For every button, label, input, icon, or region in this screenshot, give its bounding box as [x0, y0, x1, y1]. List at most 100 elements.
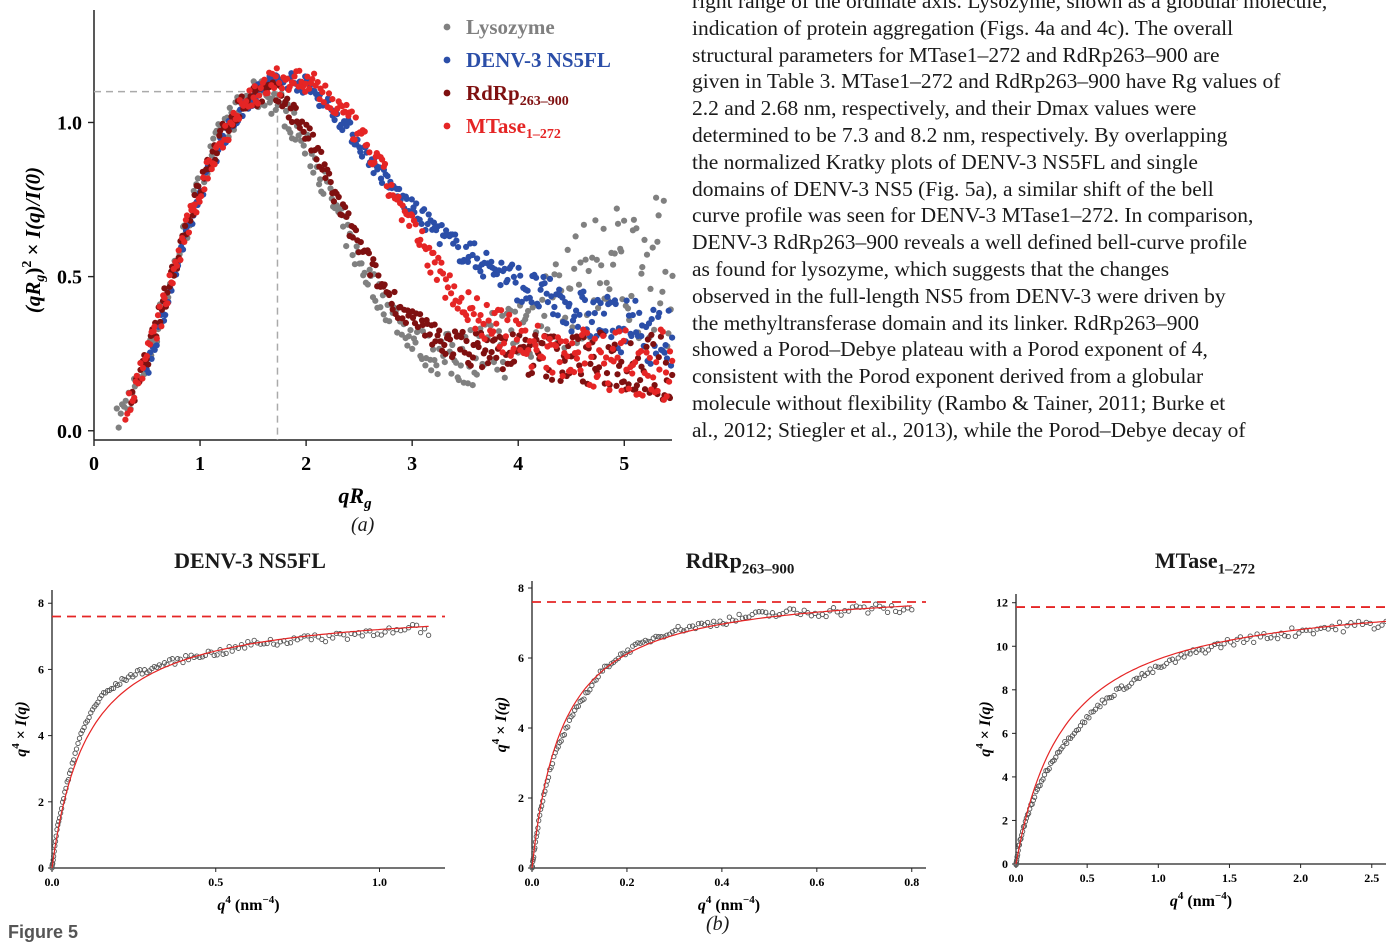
porod-point	[174, 656, 181, 662]
y-tick-label: 10	[996, 639, 1008, 653]
porod-point	[337, 631, 343, 637]
kratky-point	[522, 327, 529, 334]
porod-point	[229, 648, 235, 654]
kratky-point	[644, 372, 652, 379]
x-tick-label: 3	[407, 453, 417, 475]
kratky-point	[464, 258, 471, 265]
x-tick-label: 0.5	[1080, 871, 1095, 885]
kratky-point	[427, 269, 434, 276]
kratky-point	[313, 156, 320, 163]
kratky-point	[648, 331, 655, 338]
porod-point	[417, 629, 424, 636]
y-axis-label: q4 × I(q)	[974, 701, 994, 757]
porod-point	[749, 611, 755, 618]
kratky-point	[386, 318, 393, 325]
porod-point	[1034, 786, 1040, 792]
kratky-legend: Lysozyme DENV-3 NS5FL RdRp263–900 MTase1–27…	[443, 15, 611, 142]
kratky-point	[457, 362, 464, 369]
kratky-point	[463, 243, 470, 250]
porod-point	[1111, 692, 1117, 699]
kratky-point	[248, 102, 255, 109]
porod-point	[766, 613, 772, 619]
porod-point	[1064, 740, 1070, 746]
kratky-point	[292, 104, 299, 111]
kratky-point	[518, 298, 525, 305]
kratky-point	[366, 266, 373, 273]
kratky-point	[477, 268, 484, 275]
kratky-point	[568, 328, 575, 335]
x-tick-label: 0.5	[208, 875, 223, 889]
kratky-point	[455, 376, 462, 384]
kratky-point	[669, 334, 676, 341]
kratky-point	[372, 262, 379, 269]
kratky-point	[575, 335, 582, 343]
kratky-point	[472, 325, 479, 332]
kratky-point	[591, 310, 598, 317]
porod-point	[880, 605, 887, 611]
kratky-point	[156, 303, 163, 310]
kratky-point	[349, 252, 356, 259]
kratky-point	[131, 394, 138, 401]
kratky-point	[403, 195, 410, 202]
kratky-point	[309, 131, 317, 138]
porod-point	[717, 618, 723, 624]
kratky-point	[284, 95, 291, 102]
kratky-point	[580, 288, 587, 295]
porod-point	[1031, 794, 1038, 800]
kratky-point	[195, 183, 202, 190]
body-text: right range of the ordinate axis. Lysozy…	[692, 0, 1386, 444]
kratky-point	[364, 281, 371, 288]
x-tick-label: 2.0	[1293, 871, 1308, 885]
porod-point	[896, 609, 903, 616]
kratky-point	[451, 283, 458, 290]
kratky-point	[566, 300, 573, 307]
kratky-point	[438, 259, 445, 266]
porod-point	[1134, 675, 1140, 681]
porod-point	[776, 612, 783, 618]
porod-point	[1202, 650, 1208, 656]
kratky-point	[426, 244, 433, 251]
porod-point	[834, 609, 840, 615]
kratky-point	[573, 307, 580, 314]
kratky-point	[479, 364, 486, 371]
kratky-point	[353, 243, 360, 250]
porod-point	[669, 629, 676, 635]
kratky-point	[475, 317, 482, 324]
kratky-point	[541, 280, 548, 287]
kratky-point	[543, 290, 550, 297]
kratky-point	[430, 219, 437, 226]
kratky-point	[349, 131, 356, 138]
kratky-point	[600, 225, 607, 232]
kratky-point	[528, 370, 536, 377]
kratky-point	[402, 319, 409, 326]
porod-point	[1136, 675, 1143, 681]
kratky-point	[569, 340, 576, 347]
kratky-point	[556, 272, 563, 279]
porod-point	[653, 633, 659, 640]
kratky-point	[272, 73, 279, 80]
kratky-point	[578, 331, 586, 339]
kratky-point	[650, 341, 657, 348]
porod-point	[248, 642, 254, 648]
kratky-point	[113, 405, 120, 412]
porod-point	[544, 778, 550, 784]
kratky-point	[162, 311, 169, 319]
porod-point	[71, 757, 77, 763]
kratky-point	[483, 249, 490, 256]
kratky-point	[480, 320, 487, 327]
kratky-point	[533, 346, 540, 354]
kratky-point	[577, 367, 584, 374]
kratky-point	[666, 378, 673, 385]
kratky-point	[618, 358, 625, 365]
kratky-point	[656, 309, 663, 317]
kratky-point	[154, 312, 162, 319]
kratky-point	[351, 136, 358, 143]
kratky-point	[384, 173, 391, 180]
porod-point	[1040, 776, 1046, 782]
kratky-point	[413, 200, 420, 207]
kratky-point	[597, 349, 605, 356]
kratky-point	[331, 116, 338, 124]
kratky-point	[650, 374, 657, 381]
kratky-point	[649, 244, 656, 251]
x-tick-label: 0.6	[809, 875, 824, 889]
